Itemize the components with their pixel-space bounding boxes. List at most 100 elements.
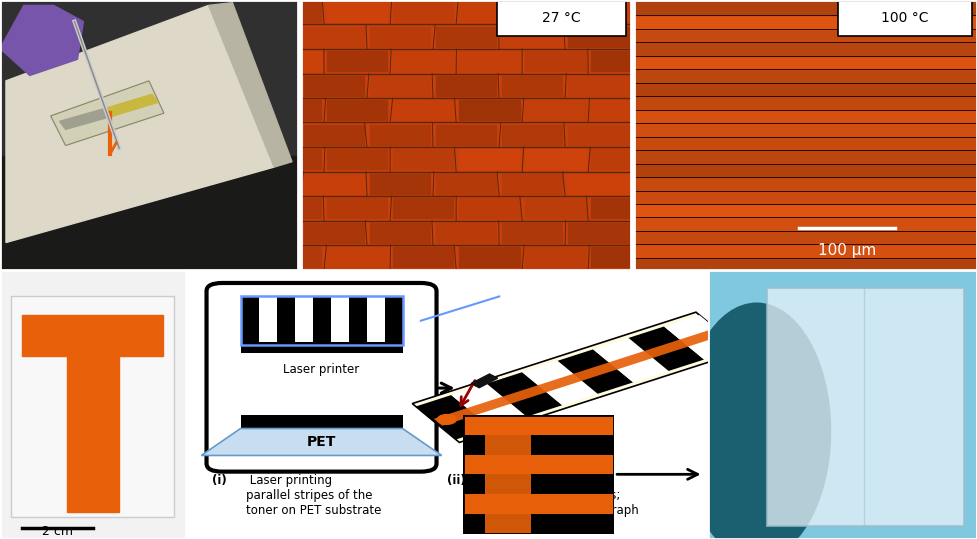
Bar xyxy=(463,494,615,514)
Bar xyxy=(369,26,430,47)
Polygon shape xyxy=(664,315,740,360)
Bar xyxy=(436,223,496,243)
Bar xyxy=(591,149,631,169)
Bar xyxy=(276,296,294,345)
Bar xyxy=(591,247,631,267)
Bar xyxy=(304,26,364,47)
Bar xyxy=(502,125,563,145)
Bar xyxy=(304,75,364,96)
Bar xyxy=(301,2,321,22)
Bar xyxy=(369,125,430,145)
Bar xyxy=(301,198,321,218)
Bar xyxy=(568,223,628,243)
Bar xyxy=(22,315,163,356)
Bar xyxy=(634,160,977,177)
Bar xyxy=(634,240,977,258)
Bar xyxy=(634,79,977,96)
Bar xyxy=(502,174,563,194)
Bar xyxy=(11,296,175,517)
Polygon shape xyxy=(628,327,704,371)
Bar xyxy=(568,125,628,145)
Text: 100 μm: 100 μm xyxy=(818,243,875,258)
Bar xyxy=(326,247,388,267)
Bar xyxy=(301,51,321,71)
Polygon shape xyxy=(60,108,113,129)
Bar xyxy=(634,65,977,82)
Bar xyxy=(634,187,977,204)
Bar xyxy=(525,2,585,22)
Bar xyxy=(313,296,330,345)
Polygon shape xyxy=(768,288,963,526)
Bar xyxy=(326,100,388,120)
Bar xyxy=(634,52,977,70)
Bar xyxy=(568,75,628,96)
Bar xyxy=(459,100,520,120)
Bar xyxy=(459,247,520,267)
Bar xyxy=(366,296,385,345)
Bar xyxy=(304,223,364,243)
Bar xyxy=(304,125,364,145)
Text: Laser printing
parallel stripes of the
toner on PET substrate: Laser printing parallel stripes of the t… xyxy=(246,474,381,517)
Polygon shape xyxy=(434,329,722,426)
Bar xyxy=(301,100,321,120)
Polygon shape xyxy=(412,312,743,443)
Bar xyxy=(393,247,453,267)
Text: Laser printer: Laser printer xyxy=(283,363,360,376)
Bar xyxy=(259,296,276,345)
Ellipse shape xyxy=(683,303,830,539)
Polygon shape xyxy=(522,361,598,405)
Bar xyxy=(525,198,585,218)
Bar xyxy=(634,133,977,150)
Bar xyxy=(326,198,388,218)
Polygon shape xyxy=(107,94,158,116)
Text: PET: PET xyxy=(307,435,336,449)
Bar xyxy=(591,51,631,71)
Bar xyxy=(369,75,430,96)
Bar xyxy=(330,296,349,345)
Bar xyxy=(591,198,631,218)
Bar xyxy=(634,227,977,245)
Bar xyxy=(459,2,520,22)
Polygon shape xyxy=(487,372,562,417)
Bar xyxy=(393,2,453,22)
Bar xyxy=(436,26,496,47)
Bar xyxy=(240,296,259,345)
Bar xyxy=(459,51,520,71)
Bar xyxy=(634,106,977,123)
Bar xyxy=(301,149,321,169)
Bar xyxy=(634,39,977,56)
Bar xyxy=(463,454,615,474)
Polygon shape xyxy=(486,415,531,534)
FancyBboxPatch shape xyxy=(497,2,626,37)
Polygon shape xyxy=(6,5,275,243)
Bar xyxy=(240,342,403,353)
Bar xyxy=(369,174,430,194)
Bar xyxy=(634,213,977,231)
Bar xyxy=(502,223,563,243)
Bar xyxy=(463,435,615,454)
Bar xyxy=(436,75,496,96)
Bar xyxy=(240,296,403,345)
Bar xyxy=(591,100,631,120)
Polygon shape xyxy=(201,429,442,455)
Circle shape xyxy=(438,414,456,424)
Bar xyxy=(525,100,585,120)
Bar xyxy=(436,125,496,145)
Bar xyxy=(326,149,388,169)
Bar xyxy=(591,2,631,22)
Bar xyxy=(634,93,977,110)
Bar xyxy=(634,120,977,137)
Polygon shape xyxy=(209,3,292,167)
Bar xyxy=(294,296,313,345)
Bar xyxy=(471,374,497,388)
FancyBboxPatch shape xyxy=(838,2,972,37)
Bar xyxy=(634,146,977,164)
Bar xyxy=(634,200,977,217)
FancyBboxPatch shape xyxy=(206,283,437,472)
Bar xyxy=(304,174,364,194)
Bar xyxy=(634,254,977,272)
Bar xyxy=(634,174,977,190)
Bar xyxy=(634,11,977,29)
Bar xyxy=(301,247,321,267)
Bar xyxy=(459,149,520,169)
